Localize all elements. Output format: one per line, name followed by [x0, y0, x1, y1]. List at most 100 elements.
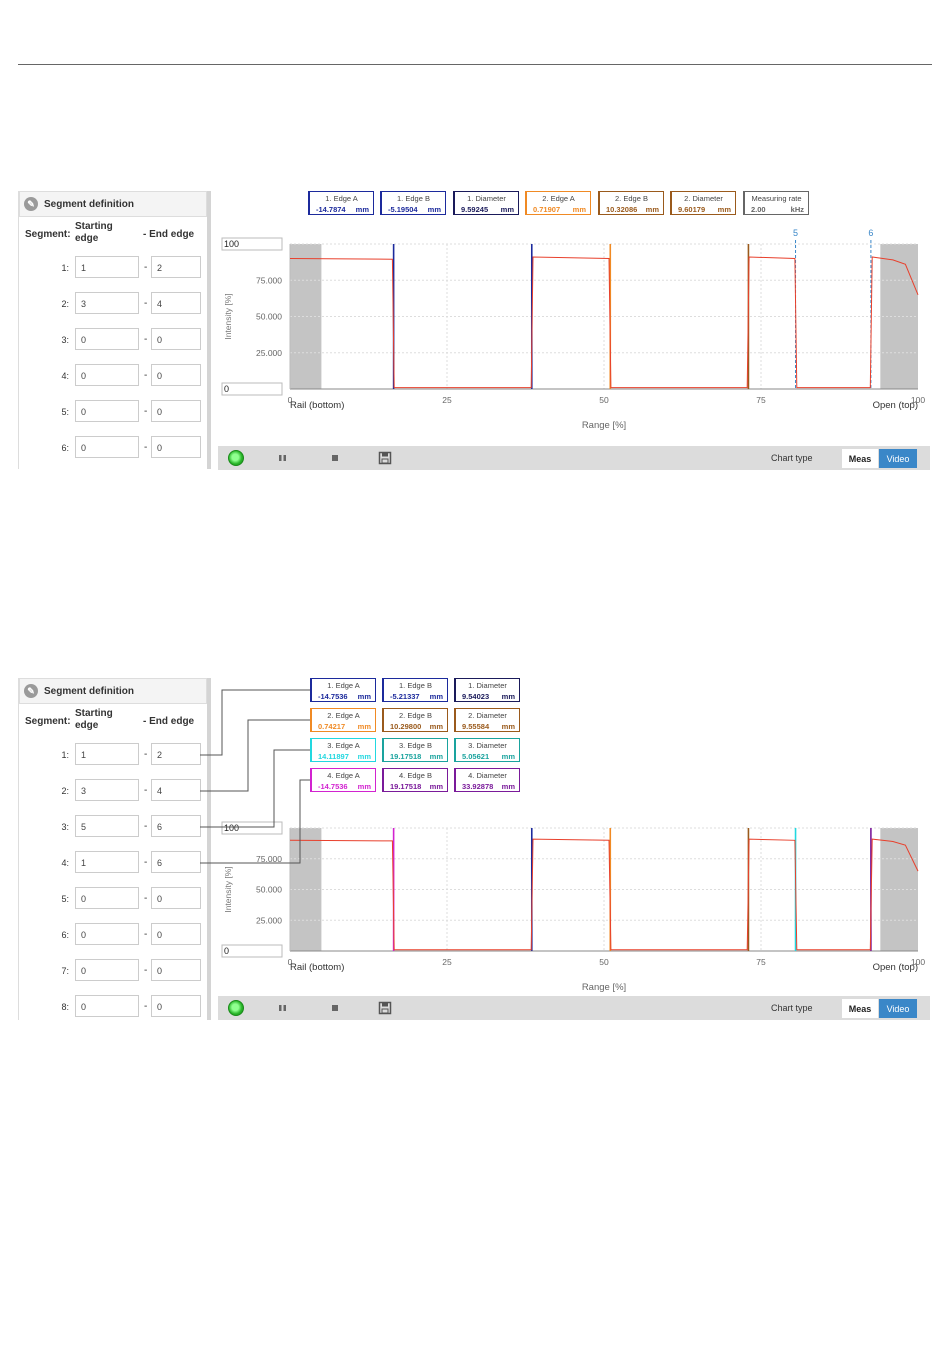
end-edge-input[interactable]: 6 [151, 851, 201, 873]
stop-icon[interactable] [328, 451, 342, 465]
measurement-label: 2. Edge A [542, 194, 575, 203]
starting-edge-input[interactable]: 3 [75, 292, 139, 314]
measurement-box[interactable]: 1. Edge B -5.21337 mm [382, 678, 448, 702]
measurement-box[interactable]: 2. Edge A 0.71907 mm [525, 191, 591, 215]
chart-type-label: Chart type [771, 453, 813, 463]
segment-dash: - [144, 298, 148, 309]
end-edge-input[interactable]: 6 [151, 815, 201, 837]
starting-edge-input[interactable]: 1 [75, 256, 139, 278]
measurement-box[interactable]: 1. Diameter 9.54023 mm [454, 678, 520, 702]
measurement-unit: mm [501, 722, 515, 731]
measurement-box[interactable]: 1. Diameter 9.59245 mm [453, 191, 519, 215]
pencil-icon: ✎ [24, 197, 38, 211]
starting-edge-input[interactable]: 0 [75, 328, 139, 350]
pause-icon[interactable] [276, 451, 290, 465]
starting-edge-input[interactable]: 1 [75, 851, 139, 873]
starting-edge-input[interactable]: 1 [75, 743, 139, 765]
measurement-box[interactable]: 3. Edge B 19.17518 mm [382, 738, 448, 762]
segment-definition-panel: ✎ Segment definition Segment: Starting edge… [18, 678, 211, 1020]
measurement-box[interactable]: 4. Edge B 19.17518 mm [382, 768, 448, 792]
y-max-box[interactable] [221, 237, 283, 251]
end-edge-input[interactable]: 0 [151, 959, 201, 981]
measurement-box[interactable]: 2. Edge A 0.74217 mm [310, 708, 376, 732]
starting-edge-input[interactable]: 0 [75, 995, 139, 1017]
end-edge-input[interactable]: 0 [151, 328, 201, 350]
measurement-box[interactable]: 2. Edge B 10.32086 mm [598, 191, 664, 215]
starting-edge-input[interactable]: 5 [75, 815, 139, 837]
segment-dash: - [144, 893, 148, 904]
measurement-unit: mm [357, 752, 371, 761]
measurement-box[interactable]: 4. Diameter 33.92878 mm [454, 768, 520, 792]
col-end-edge: - End edge [143, 229, 195, 240]
starting-edge-input[interactable]: 3 [75, 779, 139, 801]
measurement-box[interactable]: 3. Diameter 5.05621 mm [454, 738, 520, 762]
end-edge-input[interactable]: 0 [151, 436, 201, 458]
x-tick-label: 75 [756, 957, 766, 967]
measurement-label: 1. Diameter [467, 194, 506, 203]
end-edge-input[interactable]: 2 [151, 743, 201, 765]
measurement-unit: mm [500, 205, 514, 214]
segment-number: 5: [61, 894, 69, 904]
video-button[interactable]: Video [879, 999, 917, 1018]
measurement-box[interactable]: 4. Edge A -14.7536 mm [310, 768, 376, 792]
measurement-label: 2. Edge B [399, 711, 432, 720]
segment-definition-header[interactable]: ✎ Segment definition [19, 191, 207, 217]
measurement-box[interactable]: 2. Diameter 9.60179 mm [670, 191, 736, 215]
starting-edge-input[interactable]: 0 [75, 400, 139, 422]
end-edge-input[interactable]: 2 [151, 256, 201, 278]
col-end-edge: - End edge [143, 716, 195, 727]
starting-edge-input[interactable]: 0 [75, 887, 139, 909]
segment-number: 6: [61, 443, 69, 453]
measurement-label: 3. Edge B [399, 741, 432, 750]
rail-bottom-label: Rail (bottom) [290, 400, 344, 411]
measurement-box[interactable]: 1. Edge A -14.7874 mm [308, 191, 374, 215]
measurement-value: 33.92878 [462, 782, 494, 791]
x-tick-label: 25 [442, 395, 452, 405]
measurement-value: 19.17518 [390, 782, 422, 791]
measurement-box[interactable]: 2. Diameter 9.55584 mm [454, 708, 520, 732]
y-min-box[interactable] [221, 944, 283, 958]
start-button[interactable] [228, 450, 244, 466]
measurement-box[interactable]: 3. Edge A 14.11897 mm [310, 738, 376, 762]
stop-icon[interactable] [328, 1001, 342, 1015]
measurement-box[interactable]: 2. Edge B 10.29800 mm [382, 708, 448, 732]
y-min-box[interactable] [221, 382, 283, 396]
end-edge-input[interactable]: 4 [151, 292, 201, 314]
meas-button[interactable]: Meas [842, 449, 878, 468]
end-edge-input[interactable]: 0 [151, 364, 201, 386]
end-edge-input[interactable]: 0 [151, 887, 201, 909]
x-tick-label: 100 [911, 395, 925, 405]
starting-edge-input[interactable]: 0 [75, 959, 139, 981]
y-max-label: 100 [224, 239, 239, 249]
measurement-unit: mm [501, 752, 515, 761]
segment-definition-panel: ✎ Segment definition Segment: Starting edge… [18, 191, 211, 469]
end-edge-input[interactable]: 0 [151, 923, 201, 945]
segment-number: 1: [61, 263, 69, 273]
starting-edge-input[interactable]: 0 [75, 436, 139, 458]
pause-icon[interactable] [276, 1001, 290, 1015]
end-edge-input[interactable]: 0 [151, 400, 201, 422]
meas-button[interactable]: Meas [842, 999, 878, 1018]
measurement-box[interactable]: Measuring rate 2.00 kHz [743, 191, 809, 215]
starting-edge-input[interactable]: 0 [75, 364, 139, 386]
measurement-box[interactable]: 1. Edge A -14.7536 mm [310, 678, 376, 702]
end-edge-input[interactable]: 0 [151, 995, 201, 1017]
edge-marker-label: 6 [868, 228, 873, 238]
save-icon[interactable] [378, 451, 392, 465]
segment-number: 7: [61, 966, 69, 976]
chart-type-label: Chart type [771, 1003, 813, 1013]
save-icon[interactable] [378, 1001, 392, 1015]
start-button[interactable] [228, 1000, 244, 1016]
video-button[interactable]: Video [879, 449, 917, 468]
measurement-unit: mm [429, 692, 443, 701]
starting-edge-input[interactable]: 0 [75, 923, 139, 945]
measurement-unit: mm [429, 752, 443, 761]
measurement-value: -5.21337 [390, 692, 420, 701]
screenshot-1: ✎ Segment definition Segment: Starting edge… [18, 191, 930, 470]
segment-row: 6: 0-0 [19, 436, 207, 460]
segment-row: 2: 3-4 [19, 292, 207, 316]
segment-definition-header[interactable]: ✎ Segment definition [19, 678, 207, 704]
measurement-box[interactable]: 1. Edge B -5.19504 mm [380, 191, 446, 215]
end-edge-input[interactable]: 4 [151, 779, 201, 801]
screenshot-2: ✎ Segment definition Segment: Starting edge… [18, 678, 930, 1020]
